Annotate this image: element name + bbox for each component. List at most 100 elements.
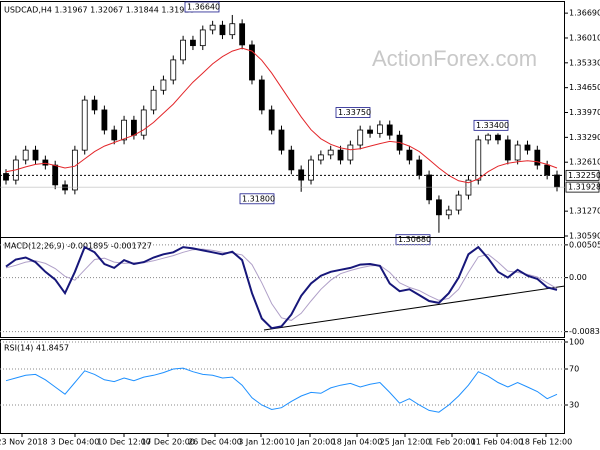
last-price-box [565,181,600,193]
macd-line [5,245,558,330]
last-price-label: 1.31928 [568,183,600,192]
x-tick-label: 25 Jan 12:00 [380,438,431,447]
candle-body [514,144,521,161]
callout-box [395,234,431,246]
candle-body [32,149,39,161]
callout-label: 1.30680 [398,235,431,244]
x-tick-label: 3 Jan 12:00 [238,438,284,447]
candle-body [190,39,196,47]
candle-body [3,173,9,181]
candle-body [199,29,206,47]
callout-label: 1.31800 [242,194,275,203]
candle-body [81,99,88,151]
macd-trendline [263,285,566,331]
candle-body [534,149,541,166]
candle-body [268,109,275,131]
moving-average [5,47,558,184]
candle-body [131,119,137,136]
x-tick-label: 23 Nov 2018 [0,438,48,447]
candle-body [416,159,423,176]
candle-body [504,139,511,161]
signal-line [5,248,558,321]
x-tick-label: 18 Jan 04:00 [332,438,383,447]
candle-body [465,179,472,196]
candle-body [278,129,285,151]
y-tick-label: 1.36690 [569,9,600,18]
candle-body [386,124,393,136]
candle-body [258,79,265,111]
y-tick-label: 0.00 [569,273,587,282]
candle-body [22,149,29,161]
candle-body [140,109,147,136]
panel-frame [0,237,565,338]
candle-body [317,154,324,161]
y-tick-label: 100 [569,338,584,347]
candle-body [170,59,177,81]
y-tick-label: 1.35330 [569,58,600,67]
candle-body [180,39,187,61]
candle-body [160,79,167,91]
candle-body [249,44,255,81]
candle-body [524,144,531,151]
candle-body [121,119,127,141]
panel-title: RSI(14) 41.8457 [4,344,69,353]
candle-body [111,129,118,141]
level-box [565,169,600,181]
callout-box [184,1,220,13]
x-tick-label: 10 Jan 20:00 [285,438,336,447]
y-tick-label: 1.31270 [569,207,600,216]
callout-box [239,193,275,205]
y-tick-label: 1.33970 [569,108,600,117]
candle-body [475,139,482,181]
y-tick-label: 1.34650 [569,83,600,92]
y-tick-label: 1.30590 [569,232,600,241]
y-tick-label: 0.00505 [569,240,600,249]
candle-body [347,144,354,161]
candle-body [239,23,246,46]
level-label: 1.32250 [568,171,600,180]
x-tick-label: 1 Feb 20:00 [428,438,475,447]
callout-label: 1.33400 [476,121,509,130]
watermark: ActionForex.com [372,46,537,71]
panel-frame [0,339,565,434]
candle-body [367,129,373,134]
y-tick-label: 30 [569,401,579,410]
candle-body [544,164,551,176]
candle-body [209,24,216,31]
candle-body [455,194,462,211]
candle-body [101,109,108,131]
y-tick-label: 1.32610 [569,158,600,167]
x-tick-label: 17 Dec 20:00 [141,438,195,447]
candle-body [554,174,560,188]
rsi-line [5,367,558,413]
candle-body [71,149,78,191]
candle-body [485,134,492,141]
y-tick-label: 1.33290 [569,133,600,142]
x-tick-label: 10 Dec 12:00 [97,438,151,447]
candle-body [229,23,236,36]
candle-body [288,149,295,171]
candle-body [495,134,501,141]
x-tick-label: 3 Dec 04:00 [51,438,100,447]
x-tick-label: 18 Feb 12:00 [520,438,572,447]
y-tick-label: 70 [569,365,579,374]
candle-body [436,199,442,216]
candle-body [376,124,383,134]
candle-body [445,209,452,216]
candle-body [150,89,157,111]
y-tick-label: 1.36010 [569,33,600,42]
candle-body [42,159,49,166]
candle-body [308,159,314,181]
y-tick-label: -0.008332 [569,327,600,336]
x-tick-label: 11 Feb 04:00 [471,438,523,447]
callout-box [335,107,371,118]
x-tick-label: 26 Dec 04:00 [188,438,242,447]
callout-label: 1.36640 [187,2,220,11]
candle-body [357,129,364,146]
callout-box [473,119,509,131]
candle-body [327,149,334,156]
callout-label: 1.33750 [338,108,371,117]
candle-body [337,149,344,161]
